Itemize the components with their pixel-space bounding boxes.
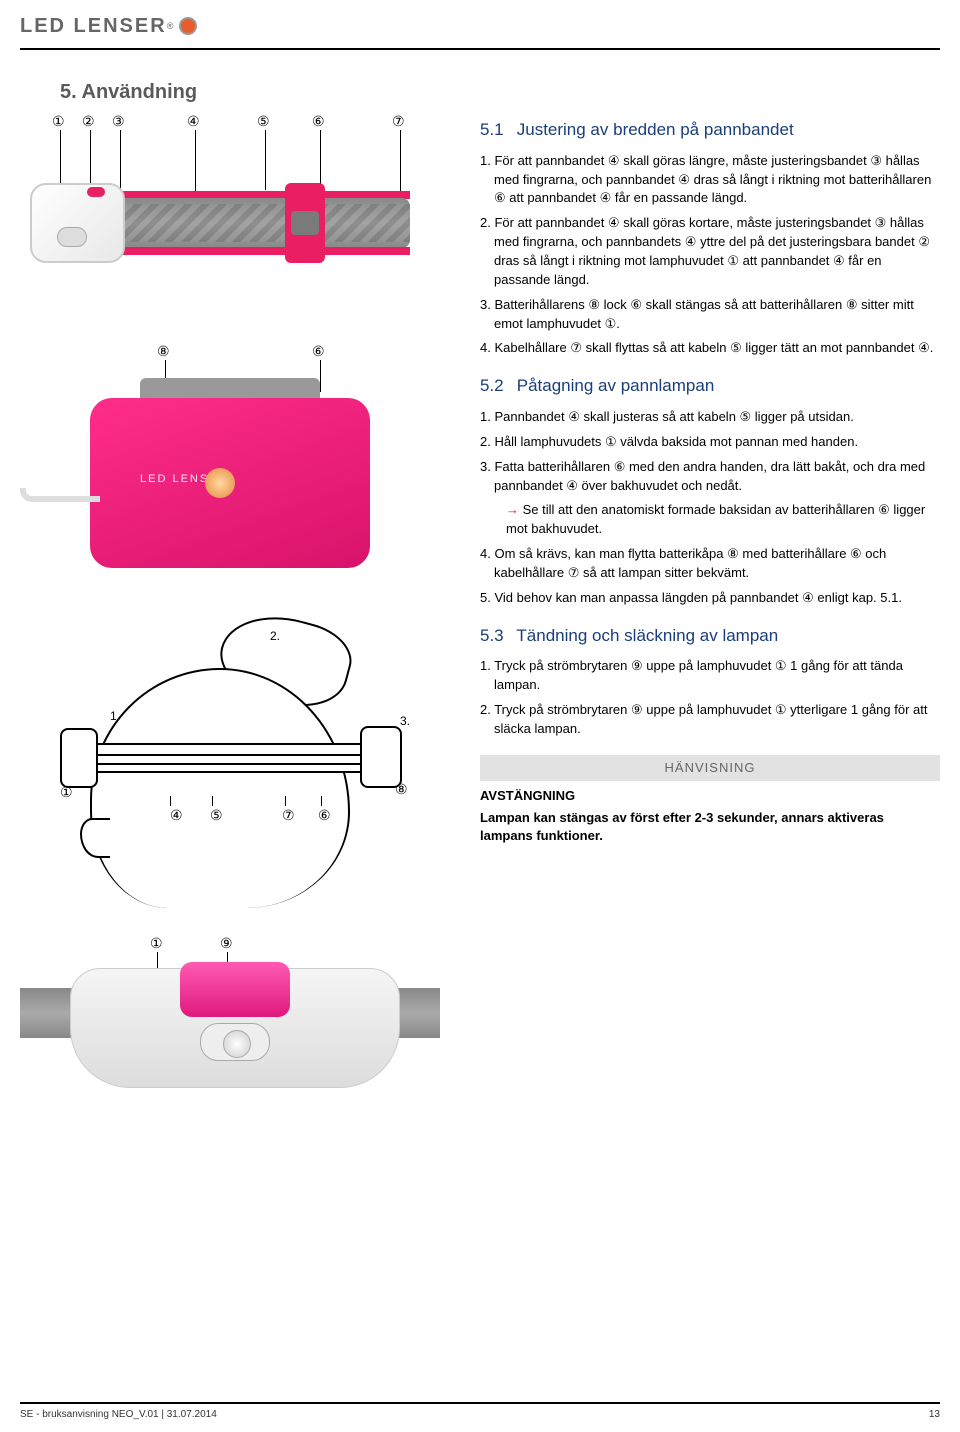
- f-callout-1: ①: [150, 934, 163, 954]
- d-line-7: [285, 796, 286, 806]
- front-pink-cover: [180, 962, 290, 1017]
- diagram-step-1: 1.: [110, 708, 120, 725]
- footer-left: SE - bruksanvisning NEO_V.01 | 31.07.201…: [20, 1408, 217, 1422]
- subsection-5-1: 5.1 Justering av bredden på pannbandet: [480, 118, 940, 142]
- lamp-power-button-icon: [87, 187, 105, 197]
- step-5-3-2: 2. Tryck på strömbrytaren ⑨ uppe på lamp…: [480, 701, 940, 739]
- sub-5-3-num: 5.3: [480, 624, 512, 648]
- section-title: Användning: [82, 81, 198, 103]
- brand-logo-text: LED LENSER: [20, 12, 167, 40]
- d-callout-6: ⑥: [318, 806, 331, 826]
- note-body: Lampan kan stängas av först efter 2-3 se…: [480, 809, 940, 845]
- callout-6: ⑥: [312, 112, 325, 132]
- callout-8: ⑧: [157, 342, 170, 362]
- callout-7: ⑦: [392, 112, 405, 132]
- front-lens: [200, 1023, 270, 1061]
- lamp-front-illustration: ① ⑨: [20, 938, 440, 1098]
- note-subtitle: AVSTÄNGNING: [480, 787, 940, 805]
- step-5-2-3: 3. Fatta batterihållaren ⑥ med den andra…: [480, 458, 940, 496]
- steps-5-1: 1. För att pannbandet ④ skall göras läng…: [480, 152, 940, 358]
- registered-mark: ®: [167, 20, 174, 33]
- section-number: 5.: [60, 81, 77, 103]
- callout-4: ④: [187, 112, 200, 132]
- headband-illustration: ① ② ③ ④ ⑤ ⑥ ⑦: [20, 128, 440, 348]
- band-on-head: [80, 743, 380, 773]
- section-heading: 5. Användning: [60, 78, 940, 106]
- subsection-5-3: 5.3 Tändning och släckning av lampan: [480, 624, 940, 648]
- callout-5: ⑤: [257, 112, 270, 132]
- head-side-diagram: 1. 2. 3. ① ④ ⑤ ⑦ ⑥ ⑧: [20, 608, 440, 918]
- step-5-1-4: 4. Kabelhållare ⑦ skall flyttas så att k…: [480, 339, 940, 358]
- back-battery-outline: [360, 726, 402, 788]
- callout-1: ①: [52, 112, 65, 132]
- steps-5-3: 1. Tryck på strömbrytaren ⑨ uppe på lamp…: [480, 657, 940, 738]
- battery-case: LED LENSER: [90, 398, 370, 568]
- callout-2: ②: [82, 112, 95, 132]
- left-column: ① ② ③ ④ ⑤ ⑥ ⑦ ⑧ ⑥: [20, 118, 460, 1098]
- step-5-1-2: 2. För att pannbandet ④ skall göras kort…: [480, 214, 940, 289]
- d-callout-8: ⑧: [395, 780, 408, 800]
- d-line-4: [170, 796, 171, 806]
- callout-row-top: ① ② ③ ④ ⑤ ⑥ ⑦: [20, 128, 440, 178]
- step-5-2-1: 1. Pannbandet ④ skall justeras så att ka…: [480, 408, 940, 427]
- battery-box-illustration: ⑧ ⑥ LED LENSER: [20, 358, 440, 588]
- brand-logo-dot-icon: [179, 17, 197, 35]
- lamp-unit: [30, 183, 125, 263]
- cable-icon: [20, 488, 100, 502]
- step-5-1-3: 3. Batterihållarens ⑧ lock ⑥ skall stäng…: [480, 296, 940, 334]
- sub-5-1-title: Justering av bredden på pannbandet: [517, 120, 794, 139]
- step-5-3-1: 1. Tryck på strömbrytaren ⑨ uppe på lamp…: [480, 657, 940, 695]
- page-footer: SE - bruksanvisning NEO_V.01 | 31.07.201…: [20, 1402, 940, 1422]
- page-content: 5. Användning ① ② ③ ④ ⑤ ⑥ ⑦: [0, 60, 960, 1098]
- diagram-step-2: 2.: [270, 628, 280, 645]
- step-5-1-1: 1. För att pannbandet ④ skall göras läng…: [480, 152, 940, 209]
- d-callout-5: ⑤: [210, 806, 223, 826]
- callout-6b: ⑥: [312, 342, 325, 362]
- sub-5-3-title: Tändning och släckning av lampan: [516, 626, 778, 645]
- d-callout-4: ④: [170, 806, 183, 826]
- right-column: 5.1 Justering av bredden på pannbandet 1…: [480, 118, 940, 1098]
- callout-3: ③: [112, 112, 125, 132]
- note-title: HÄNVISNING: [480, 755, 940, 781]
- step-5-2-4: 4. Om så krävs, kan man flytta batterikå…: [480, 545, 940, 583]
- front-lamp-outline: [60, 728, 98, 788]
- f-callout-9: ⑨: [220, 934, 233, 954]
- ear-outline: [80, 818, 110, 858]
- step-5-2-2: 2. Håll lamphuvudets ① välvda baksida mo…: [480, 433, 940, 452]
- step-5-2-3b: → Se till att den anatomiskt formade bak…: [480, 501, 940, 539]
- step-5-2-3b-text: Se till att den anatomiskt formade baksi…: [506, 502, 925, 536]
- subsection-5-2: 5.2 Påtagning av pannlampan: [480, 374, 940, 398]
- steps-5-2: 1. Pannbandet ④ skall justeras så att ka…: [480, 408, 940, 608]
- d-callout-1: ①: [60, 783, 73, 803]
- note-block: HÄNVISNING AVSTÄNGNING Lampan kan stänga…: [480, 755, 940, 846]
- header-rule: [20, 48, 940, 50]
- sub-5-2-num: 5.2: [480, 374, 512, 398]
- step-5-2-5: 5. Vid behov kan man anpassa längden på …: [480, 589, 940, 608]
- band-adjuster: [285, 183, 325, 263]
- d-line-6: [321, 796, 322, 806]
- arrow-icon: →: [506, 502, 519, 517]
- diagram-step-3: 3.: [400, 713, 410, 730]
- d-line-5: [212, 796, 213, 806]
- d-callout-7: ⑦: [282, 806, 295, 826]
- footer-page-number: 13: [929, 1408, 940, 1422]
- sub-5-1-num: 5.1: [480, 118, 512, 142]
- battery-brand-label: LED LENSER: [140, 472, 228, 487]
- sub-5-2-title: Påtagning av pannlampan: [517, 376, 715, 395]
- two-column-layout: ① ② ③ ④ ⑤ ⑥ ⑦ ⑧ ⑥: [20, 118, 940, 1098]
- page-header: LED LENSER ®: [0, 0, 960, 48]
- lamp-lens: [57, 227, 87, 247]
